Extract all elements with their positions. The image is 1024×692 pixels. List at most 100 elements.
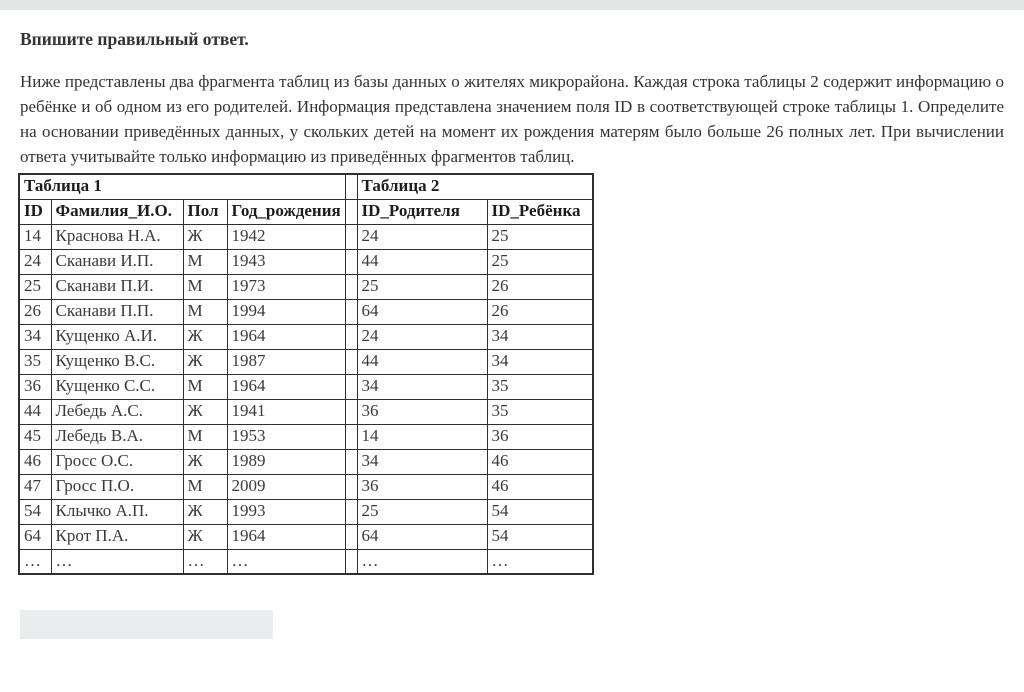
t1-cell: Лебедь А.С.: [50, 398, 184, 425]
t2-cell: 36: [486, 423, 594, 450]
answer-input[interactable]: [20, 610, 273, 639]
t2-cell: 64: [356, 298, 488, 325]
spacer-cell: [344, 498, 358, 525]
t1-cell: Сканави И.П.: [50, 248, 184, 275]
t1-cell: 14: [18, 223, 52, 250]
table-row: 36 Кущенко С.С. М 1964 34 35: [18, 373, 594, 400]
table-row: 34 Кущенко А.И. Ж 1964 24 34: [18, 323, 594, 350]
t1-cell: 1973: [226, 273, 346, 300]
table-row: 47 Гросс П.О. М 2009 36 46: [18, 473, 594, 500]
table-row: 54 Клычко А.П. Ж 1993 25 54: [18, 498, 594, 525]
t2-cell: 26: [486, 298, 594, 325]
t2-cell: 46: [486, 473, 594, 500]
combined-tbody: 14 Краснова Н.А. Ж 1942 24 25 24 Сканави И.П. М 1…: [18, 223, 594, 575]
spacer-cell: [344, 423, 358, 450]
t2-cell: 14: [356, 423, 488, 450]
t1-cell: Сканави П.П.: [50, 298, 184, 325]
t1-cell: 36: [18, 373, 52, 400]
page-title: Впишите правильный ответ.: [20, 29, 249, 49]
t1-cell: 25: [18, 273, 52, 300]
t2-cell: 25: [356, 273, 488, 300]
t1-cell: 44: [18, 398, 52, 425]
t2-cell: 36: [356, 473, 488, 500]
t1-cell: М: [182, 273, 228, 300]
t1-cell: 1994: [226, 298, 346, 325]
t1-cell: 1987: [226, 348, 346, 375]
t1-cell: 1964: [226, 373, 346, 400]
table-row: 14 Краснова Н.А. Ж 1942 24 25: [18, 223, 594, 250]
table-row: 26 Сканави П.П. М 1994 64 26: [18, 298, 594, 325]
t2-cell: 64: [356, 523, 488, 550]
spacer-cell: [344, 448, 358, 475]
t2-cell: 54: [486, 523, 594, 550]
t1-cell: М: [182, 473, 228, 500]
t1-cell: Ж: [182, 323, 228, 350]
t1-cell: 1989: [226, 448, 346, 475]
spacer-cell: [344, 298, 358, 325]
t1-cell: Крот П.А.: [50, 523, 184, 550]
t2-cell: 34: [356, 373, 488, 400]
t1-cell: М: [182, 373, 228, 400]
t2-cell: 34: [486, 323, 594, 350]
t2-cell: 25: [486, 223, 594, 250]
t1-cell: 1942: [226, 223, 346, 250]
table-row: 45 Лебедь В.А. М 1953 14 36: [18, 423, 594, 450]
t2-col-header-child-id: ID_Ребёнка: [486, 198, 594, 225]
t2-cell: 24: [356, 323, 488, 350]
t1-cell: Кущенко В.С.: [50, 348, 184, 375]
t1-cell: 64: [18, 523, 52, 550]
spacer-cell: [344, 348, 358, 375]
t1-cell: 1953: [226, 423, 346, 450]
spacer-cell: [344, 198, 358, 225]
t1-cell: Сканави П.И.: [50, 273, 184, 300]
t2-cell: 34: [486, 348, 594, 375]
t1-cell: Кущенко С.С.: [50, 373, 184, 400]
t2-cell: 44: [356, 348, 488, 375]
t1-cell: 1943: [226, 248, 346, 275]
t1-cell: Гросс П.О.: [50, 473, 184, 500]
t2-cell: 35: [486, 398, 594, 425]
t1-cell: 1941: [226, 398, 346, 425]
t2-cell: 34: [356, 448, 488, 475]
t1-cell: М: [182, 423, 228, 450]
t2-cell: 46: [486, 448, 594, 475]
spacer-cell: [344, 323, 358, 350]
t1-cell: …: [18, 548, 52, 575]
t1-cell: 26: [18, 298, 52, 325]
t2-cell: 26: [486, 273, 594, 300]
t2-cell: 25: [356, 498, 488, 525]
t1-col-header-birthyear: Год_рождения: [226, 198, 346, 225]
t2-cell: …: [356, 548, 488, 575]
t1-cell: Ж: [182, 523, 228, 550]
t1-cell: М: [182, 298, 228, 325]
spacer-cell: [344, 473, 358, 500]
t1-cell: Ж: [182, 223, 228, 250]
database-tables: Таблица 1 Таблица 2 ID Фамилия_И.О. Пол …: [18, 173, 594, 575]
t2-cell: 44: [356, 248, 488, 275]
table-row: 25 Сканави П.И. М 1973 25 26: [18, 273, 594, 300]
t1-cell: 1964: [226, 323, 346, 350]
t2-col-header-parent-id: ID_Родителя: [356, 198, 488, 225]
t1-cell: Ж: [182, 398, 228, 425]
t1-col-header-name: Фамилия_И.О.: [50, 198, 184, 225]
question-text: Ниже представлены два фрагмента таблиц и…: [20, 72, 1004, 166]
t1-cell: Ж: [182, 348, 228, 375]
t1-cell: М: [182, 248, 228, 275]
t1-cell: Ж: [182, 498, 228, 525]
t1-cell: 46: [18, 448, 52, 475]
t2-cell: 54: [486, 498, 594, 525]
t1-cell: Лебедь В.А.: [50, 423, 184, 450]
table-row: 64 Крот П.А. Ж 1964 64 54: [18, 523, 594, 550]
t1-cell: 35: [18, 348, 52, 375]
t1-cell: 1993: [226, 498, 346, 525]
spacer-cell: [344, 273, 358, 300]
spacer-cell: [344, 548, 358, 575]
t1-cell: Кущенко А.И.: [50, 323, 184, 350]
table-row: 35 Кущенко В.С. Ж 1987 44 34: [18, 348, 594, 375]
t1-cell: 24: [18, 248, 52, 275]
table1-title: Таблица 1: [18, 173, 346, 200]
t1-cell: …: [226, 548, 346, 575]
top-bar: [0, 0, 1024, 10]
spacer-cell: [344, 398, 358, 425]
table-row: 24 Сканави И.П. М 1943 44 25: [18, 248, 594, 275]
